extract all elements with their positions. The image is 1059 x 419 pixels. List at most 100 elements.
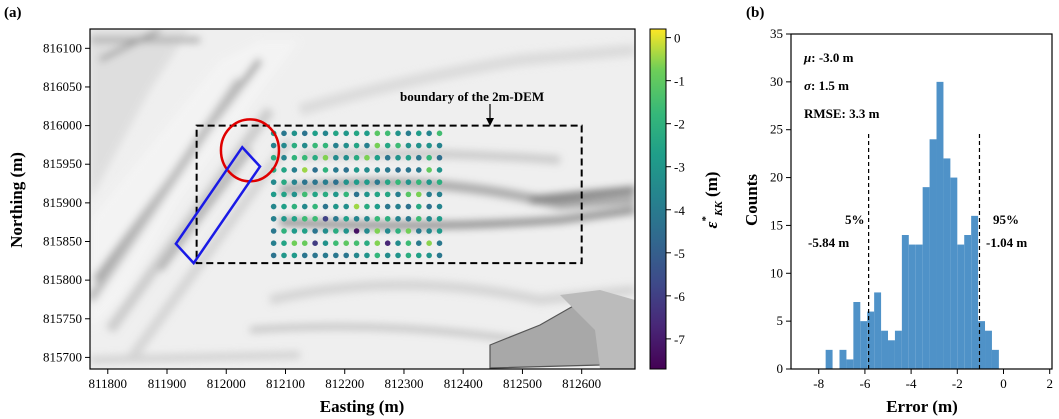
error-point: [415, 167, 422, 173]
map-x-tick-label: 812200: [325, 376, 364, 391]
error-point: [270, 252, 277, 259]
error-point: [374, 142, 381, 149]
histogram-y-tick-label: 30: [770, 74, 783, 89]
error-point: [384, 130, 391, 137]
histogram-bar: [867, 311, 875, 369]
error-point: [301, 142, 308, 149]
error-point: [415, 179, 422, 185]
error-point: [322, 154, 329, 161]
histogram-bar: [894, 330, 902, 369]
boundary-annotation: boundary of the 2m-DEM: [400, 89, 544, 104]
stat-rmse: RMSE: 3.3 m: [804, 106, 880, 121]
error-point: [343, 154, 350, 161]
map-x-tick-label: 812000: [207, 376, 246, 391]
histogram-x-tick-label: 2: [1046, 376, 1053, 391]
error-point: [426, 252, 432, 259]
p95-value: -1.04 m: [986, 235, 1027, 250]
error-point: [291, 240, 298, 246]
error-point: [312, 215, 318, 222]
error-point: [436, 130, 443, 137]
error-point: [343, 130, 350, 137]
error-point: [384, 167, 391, 173]
error-point: [426, 154, 432, 161]
error-point: [415, 154, 422, 161]
error-point: [426, 179, 432, 185]
error-point: [301, 179, 308, 185]
histogram-bar: [874, 292, 882, 369]
error-point: [322, 203, 329, 210]
error-points: [270, 130, 443, 259]
error-point: [343, 179, 350, 185]
map-x-tick-label: 811900: [148, 376, 187, 391]
error-point: [312, 191, 318, 198]
error-point: [333, 167, 339, 173]
map-x-label: Easting (m): [320, 397, 405, 416]
error-point: [281, 228, 287, 234]
error-point: [384, 154, 391, 161]
error-point: [333, 154, 339, 161]
error-point: [353, 252, 360, 259]
error-point: [395, 203, 401, 210]
error-point: [270, 179, 277, 185]
error-point: [436, 228, 443, 234]
error-point: [405, 142, 412, 149]
histogram-x-tick-label: 0: [1000, 376, 1007, 391]
error-point: [364, 215, 370, 222]
error-point: [301, 215, 308, 222]
histogram-x-label: Error (m): [886, 397, 958, 416]
error-point: [415, 203, 422, 210]
error-point: [415, 215, 422, 222]
error-point: [343, 240, 350, 246]
error-point: [436, 154, 443, 161]
histogram-y-label: Counts: [742, 174, 761, 226]
annotation-arrow: [486, 104, 494, 126]
error-point: [364, 203, 370, 210]
error-point: [333, 130, 339, 137]
error-point: [353, 179, 360, 185]
error-point: [364, 167, 370, 173]
p95-percent: 95%: [993, 212, 1019, 227]
error-point: [364, 130, 370, 137]
error-point: [384, 142, 391, 149]
map-x-tick-label: 812100: [266, 376, 305, 391]
map-y-tick-label: 815800: [43, 272, 82, 287]
error-point: [333, 191, 339, 198]
error-point: [301, 240, 308, 246]
error-point: [395, 191, 401, 198]
histogram-bar: [991, 349, 999, 369]
histogram-bar: [860, 321, 868, 369]
error-point: [322, 215, 329, 222]
histogram-bar: [915, 244, 923, 369]
histogram-axes-frame: [790, 33, 1053, 370]
error-point: [281, 154, 287, 161]
error-point: [415, 130, 422, 137]
error-point: [384, 179, 391, 185]
error-point: [333, 179, 339, 185]
histogram-bar: [825, 349, 833, 369]
error-point: [333, 252, 339, 259]
colorbar-tick-label: -6: [674, 289, 685, 304]
error-point: [405, 215, 412, 222]
error-point: [364, 154, 370, 161]
histogram-bar: [846, 359, 854, 369]
dem-boundary-box: [195, 124, 583, 265]
error-point: [426, 240, 432, 246]
error-point: [281, 215, 287, 222]
error-point: [405, 179, 412, 185]
colorbar-tick-label: -4: [674, 203, 685, 218]
error-point: [301, 154, 308, 161]
error-point: [312, 203, 318, 210]
error-point: [364, 191, 370, 198]
colorbar-ticks: 0 -1 -2 -3 -4 -5 -6 -7: [666, 31, 685, 347]
error-point: [405, 228, 412, 234]
error-point: [301, 203, 308, 210]
histogram-bar: [971, 215, 979, 369]
error-point: [426, 130, 432, 137]
histogram-bar: [881, 330, 889, 369]
error-point: [281, 130, 287, 137]
map-y-tick-label: 815700: [43, 349, 82, 364]
error-point: [291, 203, 298, 210]
map-x-tick-label: 812400: [444, 376, 483, 391]
error-point: [270, 228, 277, 234]
error-point: [333, 142, 339, 149]
